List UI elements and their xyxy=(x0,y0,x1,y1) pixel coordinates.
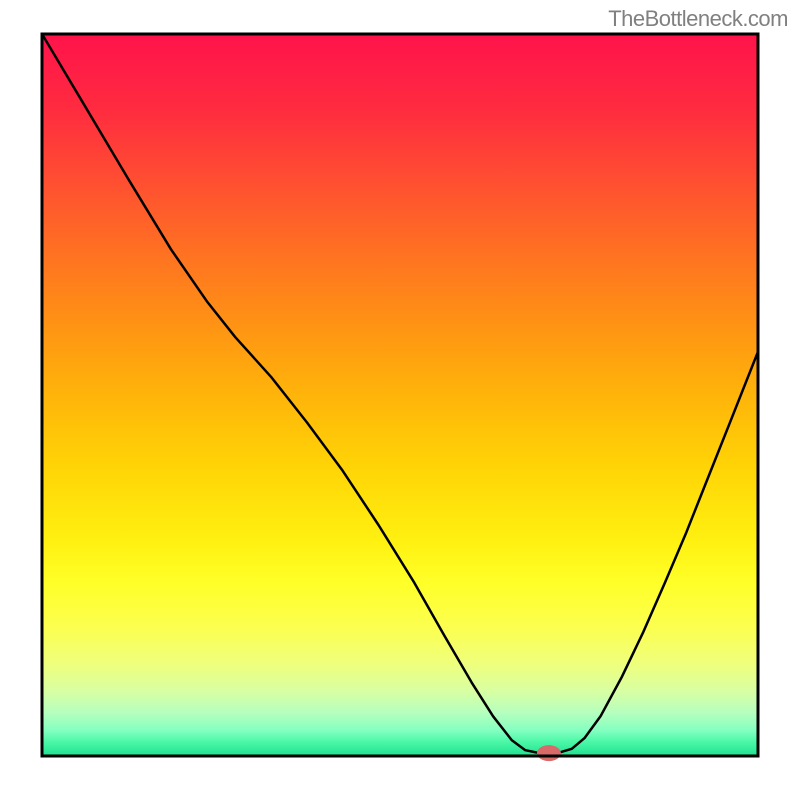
gradient-background xyxy=(42,34,758,756)
bottleneck-chart: TheBottleneck.com xyxy=(0,0,800,800)
chart-svg xyxy=(0,0,800,800)
optimal-marker xyxy=(537,745,561,761)
watermark-text: TheBottleneck.com xyxy=(608,6,788,32)
